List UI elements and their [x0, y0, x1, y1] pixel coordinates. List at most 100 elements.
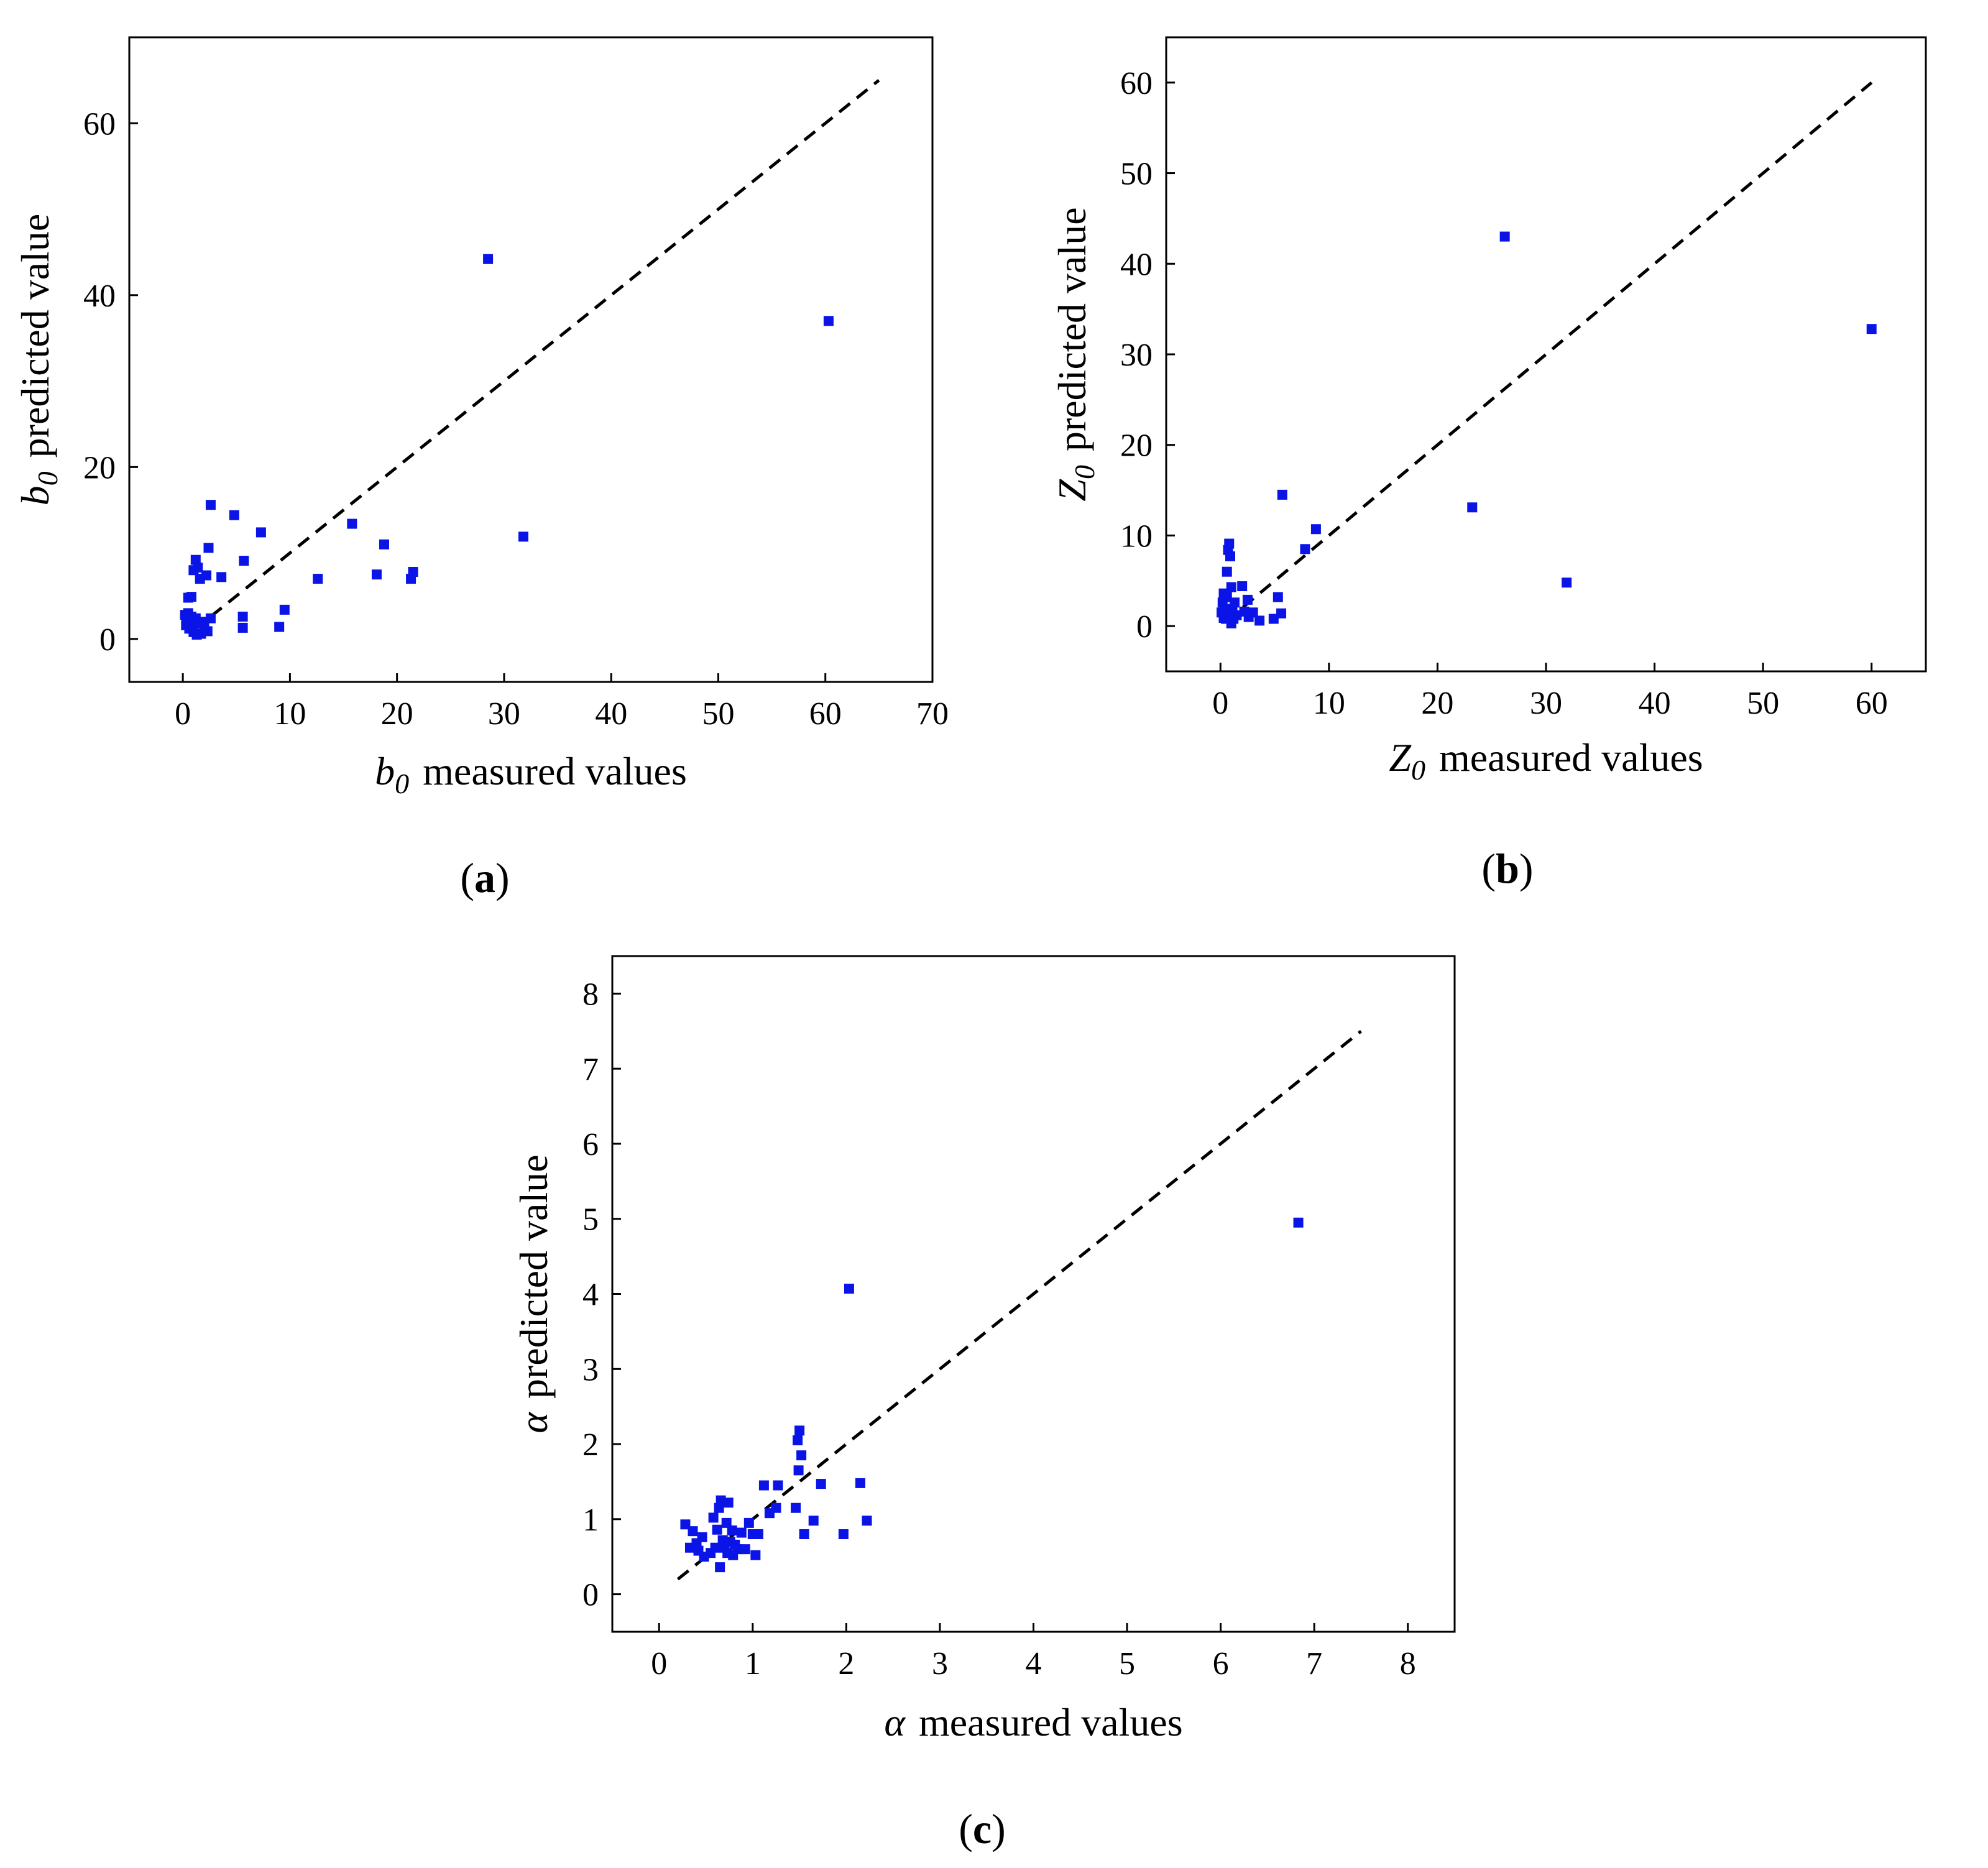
data-point [697, 1532, 707, 1542]
data-point [740, 1544, 750, 1555]
x-tick-label: 0 [175, 696, 191, 732]
x-tick-label: 0 [1212, 686, 1228, 721]
reference-line [192, 79, 880, 632]
panel-paren-close: ) [1519, 845, 1534, 892]
data-point [193, 563, 203, 573]
x-tick-label: 60 [809, 696, 842, 732]
data-point [823, 316, 834, 326]
x-axis-subscript: 0 [1411, 754, 1425, 786]
y-tick-label: 6 [582, 1127, 599, 1162]
data-point [379, 539, 389, 550]
y-tick-label: 4 [582, 1277, 599, 1313]
y-axis-text: predicted value [512, 1154, 556, 1399]
data-point [201, 570, 212, 581]
y-axis-label: Z0 predicted value [1050, 207, 1100, 501]
y-tick-label: 20 [1120, 428, 1153, 464]
data-point [816, 1479, 826, 1489]
y-tick-label: 5 [582, 1202, 599, 1238]
data-point [1222, 566, 1232, 577]
data-point [753, 1529, 763, 1539]
plot-frame [128, 36, 934, 683]
panel-paren-close: ) [992, 1805, 1006, 1852]
data-point [791, 1502, 801, 1513]
data-point [715, 1562, 725, 1573]
data-point [808, 1516, 819, 1526]
x-tick-label: 1 [745, 1646, 761, 1682]
x-tick-label: 30 [488, 696, 520, 732]
x-tick-label: 2 [838, 1646, 854, 1682]
x-axis-subscript: 0 [395, 768, 409, 799]
data-point [483, 254, 494, 264]
data-point [279, 604, 290, 615]
y-tick-label: 50 [1120, 157, 1153, 192]
data-point [717, 1535, 728, 1545]
data-point [736, 1527, 747, 1538]
data-point [1242, 594, 1253, 605]
x-tick-label: 10 [1313, 686, 1345, 721]
panel-letter: c [973, 1805, 992, 1852]
data-point [203, 543, 214, 553]
panel-label: (b) [1481, 845, 1533, 892]
y-axis-label: b0 predicted value [13, 214, 63, 506]
data-point [1293, 1217, 1304, 1228]
x-axis-symbol: α [884, 1700, 906, 1744]
data-point [708, 1512, 719, 1523]
data-point [408, 567, 418, 577]
data-point [714, 1502, 724, 1513]
x-axis-text: measured values [919, 1700, 1183, 1744]
y-axis-symbol: b [13, 485, 57, 505]
y-axis-label: α predicted value [512, 1154, 556, 1433]
data-point [239, 556, 249, 566]
y-tick-label: 2 [582, 1427, 599, 1463]
data-point [743, 1517, 754, 1528]
data-point [799, 1529, 809, 1539]
x-axis-text: measured values [1439, 735, 1703, 780]
x-tick-label: 30 [1530, 686, 1562, 721]
data-point [205, 613, 216, 623]
data-point [1237, 581, 1248, 592]
x-tick-label: 8 [1400, 1646, 1416, 1682]
y-tick-label: 0 [582, 1578, 599, 1613]
data-point [1226, 582, 1236, 592]
y-tick-label: 3 [582, 1352, 599, 1387]
data-point [1268, 614, 1279, 624]
y-tick-label: 7 [582, 1052, 599, 1087]
data-point [190, 554, 201, 565]
y-tick-label: 60 [83, 106, 116, 142]
panel-paren-open: ( [959, 1805, 973, 1852]
data-point [855, 1478, 865, 1488]
data-point [710, 1542, 720, 1553]
data-point [1866, 324, 1877, 334]
y-tick-label: 10 [1120, 518, 1153, 554]
data-point [347, 518, 357, 529]
x-tick-label: 5 [1119, 1646, 1135, 1682]
data-point [723, 1498, 734, 1508]
x-axis-symbol: b [375, 749, 395, 793]
data-point [1229, 597, 1240, 608]
x-tick-label: 40 [1639, 686, 1671, 721]
panel-paren-open: ( [460, 854, 474, 901]
x-axis-label: α measured values [884, 1700, 1182, 1744]
y-axis-text: predicted value [13, 214, 57, 458]
x-tick-label: 10 [274, 696, 306, 732]
data-point [1220, 604, 1230, 614]
x-tick-label: 0 [651, 1646, 667, 1682]
data-point [750, 1550, 761, 1560]
x-tick-label: 70 [916, 696, 949, 732]
y-tick-label: 60 [1120, 66, 1153, 101]
data-point [1225, 551, 1235, 561]
data-point [758, 1480, 769, 1491]
data-point [216, 572, 227, 582]
data-point [237, 622, 248, 633]
x-tick-label: 20 [1421, 686, 1453, 721]
data-point [205, 500, 216, 510]
panel-letter: b [1496, 845, 1519, 892]
chart-panel-c: 0 1 2 3 4 5 6 7 8 0 1 2 3 4 5 6 7 8 α measured values α predi… [512, 955, 1456, 1852]
data-point [796, 1450, 807, 1461]
panel-paren-close: ) [495, 854, 510, 901]
data-point [1467, 502, 1478, 513]
x-tick-label: 60 [1856, 686, 1888, 721]
